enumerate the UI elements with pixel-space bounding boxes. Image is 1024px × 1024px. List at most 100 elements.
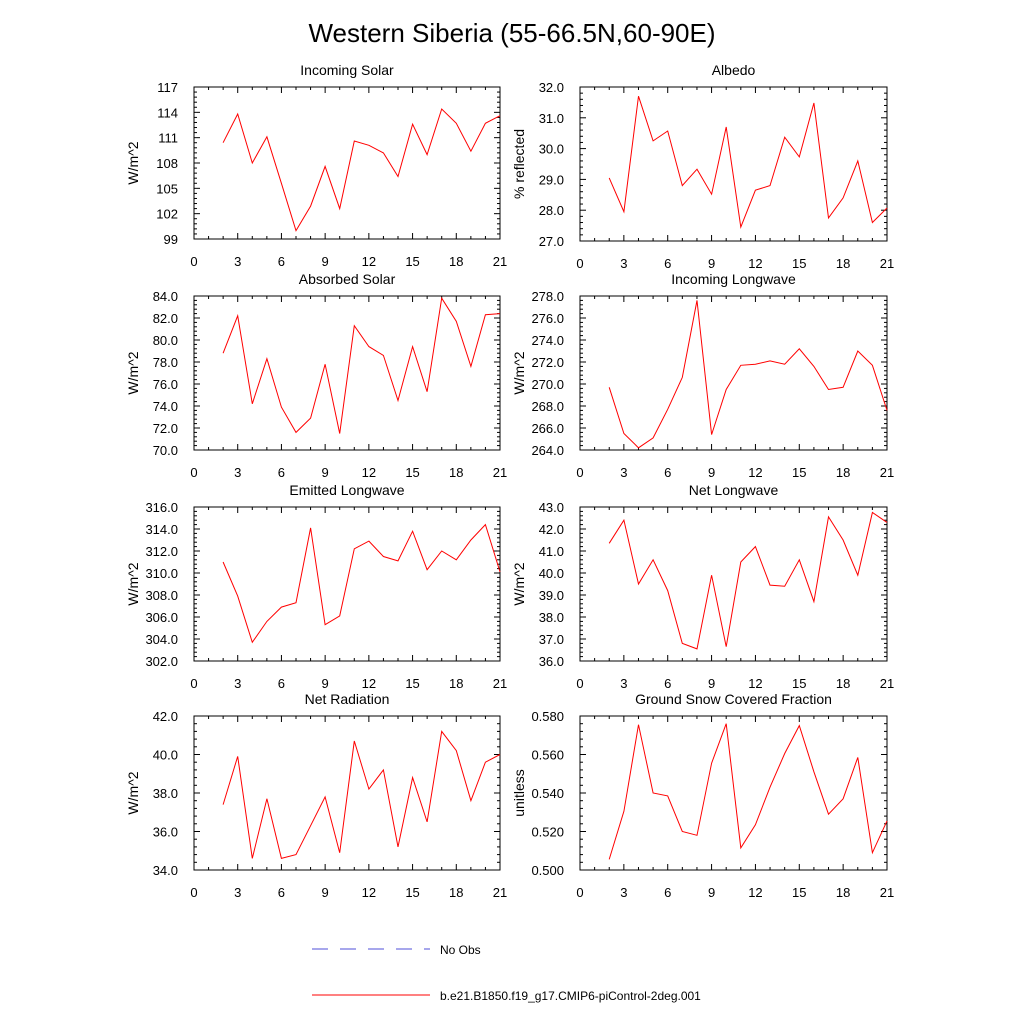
- x-tick-label: 12: [362, 885, 376, 900]
- x-tick-label: 9: [322, 254, 329, 269]
- legend-model-label: b.e21.B1850.f19_g17.CMIP6-piControl-2deg…: [440, 989, 701, 1003]
- plot-frame: [193, 506, 501, 662]
- x-tick-label: 12: [362, 465, 376, 480]
- x-tick-label: 3: [234, 885, 241, 900]
- x-tick-label: 21: [880, 465, 894, 480]
- y-tick-label: 276.0: [531, 311, 564, 326]
- y-tick-label: 0.500: [531, 863, 564, 878]
- y-tick-label: 32.0: [539, 80, 564, 95]
- panel-title: Incoming Longwave: [671, 271, 796, 287]
- y-tick-label: 312.0: [145, 544, 178, 559]
- panel-1: Incoming Solar W/m^2 0 3 6 9 12 15 18 21 99 102 105 1…: [125, 62, 507, 269]
- y-tick-label: 268.0: [531, 399, 564, 414]
- x-tick-label: 9: [708, 676, 715, 691]
- y-tick-label: 304.0: [145, 632, 178, 647]
- panel-title: Incoming Solar: [300, 62, 394, 78]
- y-tick-label: 314.0: [145, 522, 178, 537]
- x-tick-label: 12: [748, 676, 762, 691]
- x-tick-label: 18: [836, 465, 850, 480]
- x-tick-label: 6: [664, 465, 671, 480]
- x-tick-label: 0: [190, 254, 197, 269]
- x-tick-label: 9: [708, 465, 715, 480]
- y-tick-label: 78.0: [153, 355, 178, 370]
- x-tick-label: 12: [748, 256, 762, 271]
- y-tick-label: 30.0: [539, 142, 564, 157]
- x-tick-label: 0: [576, 256, 583, 271]
- y-tick-label: 29.0: [539, 172, 564, 187]
- y-tick-label: 38.0: [153, 786, 178, 801]
- x-tick-label: 18: [449, 885, 463, 900]
- panel-7: Net Radiation W/m^2 0 3 6 9 12 15 18 21 34.0 36.0 38…: [125, 691, 507, 900]
- series-line-1: [222, 523, 501, 644]
- y-tick-label: 74.0: [153, 399, 178, 414]
- x-tick-label: 3: [620, 465, 627, 480]
- y-tick-label: 274.0: [531, 333, 564, 348]
- y-tick-label: 82.0: [153, 311, 178, 326]
- y-tick-label: 105: [156, 181, 178, 196]
- y-tick-label: 38.0: [539, 610, 564, 625]
- y-tick-label: 41.0: [539, 544, 564, 559]
- y-tick-label: 278.0: [531, 289, 564, 304]
- x-tick-label: 21: [493, 885, 507, 900]
- y-axis-label: W/m^2: [125, 771, 141, 814]
- plot-frame: [579, 86, 888, 242]
- panel-title: Absorbed Solar: [299, 271, 396, 287]
- x-tick-label: 12: [748, 465, 762, 480]
- plot-frame: [579, 715, 888, 871]
- x-tick-label: 0: [576, 885, 583, 900]
- y-tick-label: 316.0: [145, 500, 178, 515]
- x-tick-label: 12: [748, 885, 762, 900]
- x-tick-label: 18: [836, 256, 850, 271]
- series-line-1: [222, 296, 501, 434]
- panel-5: Emitted Longwave W/m^2 0 3 6 9 12 15 18 21 302.0 30…: [125, 482, 507, 691]
- y-axis-label: W/m^2: [511, 562, 527, 605]
- x-tick-label: 21: [880, 676, 894, 691]
- x-tick-label: 3: [620, 676, 627, 691]
- panel-title: Emitted Longwave: [289, 482, 404, 498]
- x-tick-label: 0: [190, 885, 197, 900]
- y-tick-label: 0.560: [531, 748, 564, 763]
- y-tick-label: 72.0: [153, 421, 178, 436]
- y-axis-label: W/m^2: [125, 141, 141, 184]
- y-axis-label: W/m^2: [511, 351, 527, 394]
- x-tick-label: 15: [405, 254, 419, 269]
- y-tick-label: 266.0: [531, 421, 564, 436]
- x-tick-label: 6: [278, 254, 285, 269]
- panel-title: Net Radiation: [305, 691, 390, 707]
- x-tick-label: 3: [620, 256, 627, 271]
- y-tick-label: 27.0: [539, 234, 564, 249]
- x-tick-label: 18: [449, 254, 463, 269]
- plot-frame: [579, 295, 888, 451]
- y-tick-label: 76.0: [153, 377, 178, 392]
- y-axis-label: unitless: [511, 769, 527, 816]
- x-tick-label: 18: [836, 676, 850, 691]
- y-tick-label: 0.520: [531, 825, 564, 840]
- panel-8: Ground Snow Covered Fraction unitless 0 3 6 9…: [511, 691, 894, 900]
- y-tick-label: 31.0: [539, 111, 564, 126]
- series-line-1: [608, 511, 888, 650]
- x-tick-label: 15: [405, 676, 419, 691]
- y-tick-label: 43.0: [539, 500, 564, 515]
- y-tick-label: 102: [156, 207, 178, 222]
- y-tick-label: 306.0: [145, 610, 178, 625]
- x-tick-label: 21: [493, 676, 507, 691]
- x-tick-label: 9: [322, 465, 329, 480]
- x-tick-label: 6: [278, 885, 285, 900]
- x-tick-label: 18: [449, 676, 463, 691]
- y-tick-label: 0.540: [531, 786, 564, 801]
- y-tick-label: 34.0: [153, 863, 178, 878]
- plot-frame: [579, 506, 888, 662]
- y-tick-label: 264.0: [531, 443, 564, 458]
- y-tick-label: 302.0: [145, 654, 178, 669]
- x-tick-label: 6: [664, 256, 671, 271]
- x-tick-label: 18: [449, 465, 463, 480]
- y-tick-label: 36.0: [539, 654, 564, 669]
- x-tick-label: 21: [493, 254, 507, 269]
- y-axis-label: W/m^2: [125, 562, 141, 605]
- y-tick-label: 80.0: [153, 333, 178, 348]
- x-tick-label: 3: [234, 676, 241, 691]
- x-tick-label: 6: [664, 885, 671, 900]
- x-tick-label: 15: [792, 256, 806, 271]
